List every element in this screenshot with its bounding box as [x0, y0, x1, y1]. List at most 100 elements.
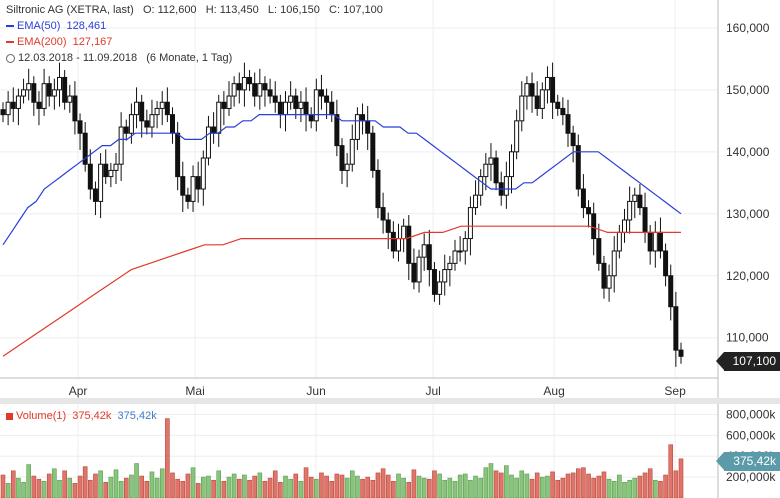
volume-bar [67, 477, 73, 498]
volume-bar [591, 477, 596, 498]
candle-body [308, 114, 314, 122]
volume-bar [540, 476, 545, 498]
volume-value-red: 375,42k [72, 410, 112, 422]
candle-body [41, 83, 47, 109]
volume-bar [411, 469, 417, 498]
volume-bar [606, 478, 612, 498]
candle-body [360, 114, 366, 122]
candle-body [529, 83, 535, 97]
candle-body [123, 126, 129, 134]
candle-body [354, 114, 360, 140]
volume-bar [201, 476, 206, 498]
candle-body [601, 262, 607, 289]
candle-body [503, 176, 509, 196]
volume-bar [41, 480, 47, 498]
volume-bar [416, 475, 422, 498]
candle-body [190, 176, 196, 202]
candle-body [236, 83, 242, 91]
volume-bar [98, 470, 103, 498]
ema50-legend[interactable]: EMA(50) 128,461 [6, 20, 106, 32]
volume-value-blue: 375,42k [117, 410, 157, 422]
volume-bar [668, 444, 674, 498]
volume-bar [21, 482, 26, 498]
candle-body [185, 194, 191, 202]
candle-body [349, 138, 355, 165]
volume-bar [401, 477, 406, 498]
candle-body [627, 200, 633, 221]
candle-body [154, 107, 160, 116]
candle-body [205, 126, 211, 159]
volume-bar [581, 467, 586, 498]
volume-bar [545, 475, 550, 498]
candle-body [611, 250, 617, 277]
volume-bar [113, 469, 119, 498]
volume-bar [180, 480, 186, 498]
candle-body [277, 101, 283, 116]
volume-bar [185, 473, 191, 498]
volume-bar [473, 475, 478, 498]
volume-bar [349, 470, 355, 498]
volume-bar [391, 480, 396, 498]
candle-body [478, 176, 484, 196]
candle-body [221, 101, 227, 109]
candle-body [267, 89, 273, 97]
candle-body [134, 101, 140, 116]
volume-bar [206, 475, 211, 498]
price-tick-label: 140,000 [726, 145, 770, 159]
volume-bar [221, 480, 227, 498]
volume-bar [82, 466, 88, 498]
volume-bar [447, 477, 453, 498]
volume-bar [5, 483, 11, 498]
volume-bar [375, 472, 381, 498]
time-axis: Apr Mai Jun Jul Aug Sep [69, 384, 686, 398]
candle-body [288, 95, 294, 103]
volume-bar [457, 474, 463, 498]
last-volume-tag: 375,42k [716, 452, 780, 471]
candle-body [31, 83, 37, 103]
time-tick-label: Jun [306, 384, 325, 398]
candle-body [406, 225, 412, 264]
candle-body [524, 83, 530, 97]
candle-body [544, 76, 550, 91]
volume-bar [365, 476, 370, 498]
clock-icon [6, 53, 15, 63]
volume-bar [452, 480, 458, 498]
candlesticks [0, 62, 684, 367]
volume-bar [329, 480, 335, 498]
candle-body [411, 262, 417, 283]
volume-bar [370, 479, 376, 498]
candle-body [591, 213, 597, 240]
volume-bar [509, 474, 514, 498]
candle-body [241, 76, 247, 91]
candle-body [108, 169, 114, 178]
candle-body [5, 101, 11, 116]
ema50-label: EMA(50) [17, 20, 61, 32]
candle-body [313, 89, 319, 122]
volume-bar [231, 473, 237, 498]
volume-bar [663, 474, 668, 498]
ema200-legend[interactable]: EMA(200) 127,167 [6, 36, 112, 48]
candle-body [534, 95, 540, 109]
candle-body [128, 114, 134, 134]
candle-body [339, 145, 345, 171]
volume-bar [252, 475, 257, 498]
price-tick-label: 160,000 [726, 21, 770, 35]
candle-body [103, 163, 109, 178]
volume-bar [673, 470, 679, 498]
volume-bar [226, 476, 232, 498]
candle-body [36, 101, 42, 109]
ema200-label: EMA(200) [17, 36, 67, 48]
candle-body [262, 83, 268, 91]
volume-legend[interactable]: Volume(1) 375,42k 375,42k [6, 410, 157, 422]
volume-bar [468, 479, 473, 498]
candle-body [46, 83, 52, 97]
candle-body [159, 101, 165, 109]
volume-bar [211, 479, 216, 498]
volume-tick-label: 600,000k [726, 428, 776, 442]
volume-bar [421, 477, 427, 498]
instrument-label: Siltronic AG (XETRA, last) [6, 4, 134, 16]
volume-bar [565, 473, 571, 498]
candle-body [457, 250, 463, 253]
volume-bar [324, 475, 329, 498]
volume-label: Volume(1) [16, 410, 67, 422]
